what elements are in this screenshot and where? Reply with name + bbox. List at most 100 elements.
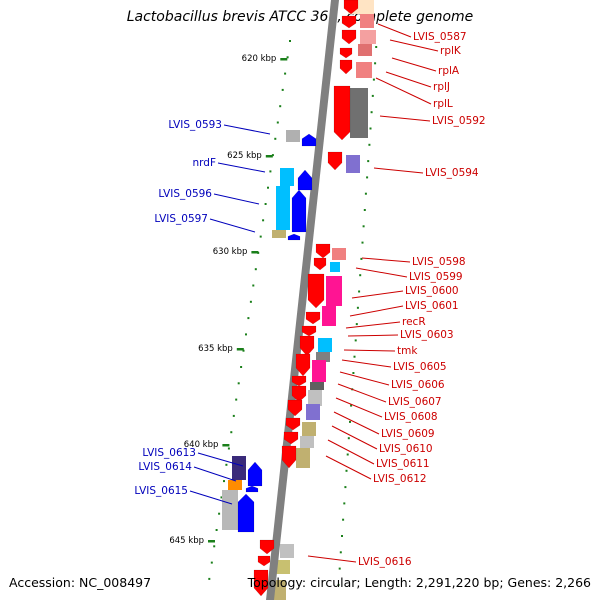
cog-box <box>308 390 322 406</box>
kbp-tick <box>280 58 288 61</box>
tick-dot <box>227 447 230 450</box>
tick-dot <box>254 268 257 271</box>
tick-dot <box>259 235 262 238</box>
cog-box <box>306 404 320 420</box>
label-leader-line <box>335 397 383 418</box>
tick-dot <box>208 577 211 580</box>
gene-arrow <box>327 151 343 171</box>
tick-dot <box>235 398 238 401</box>
label-leader-line <box>337 383 387 403</box>
cog-box <box>276 560 290 574</box>
label-leader-line <box>333 411 380 435</box>
tick-dot <box>274 137 277 140</box>
tick-dot <box>218 512 221 515</box>
gene-labels: LVIS_0593 nrdF LVIS_0596 LVIS_0597 LVIS_0613… <box>134 23 486 568</box>
label-leader-line <box>351 290 404 299</box>
gene-label-reverse: LVIS_0612 <box>373 473 427 485</box>
gene-arrow <box>307 273 325 309</box>
cog-box <box>232 456 246 480</box>
gene-arrow <box>313 257 327 271</box>
cog-boxes <box>222 0 376 600</box>
gene-arrow <box>237 493 255 533</box>
cog-box <box>326 276 342 306</box>
gene-label-forward: LVIS_0596 <box>158 188 212 200</box>
tick-dot <box>341 535 343 537</box>
tick-dot <box>342 518 345 521</box>
gene-arrow <box>259 539 275 555</box>
gene-arrow <box>305 311 321 325</box>
tick-dot <box>240 366 243 368</box>
label-leader-line <box>361 257 411 263</box>
tick-dot <box>281 88 284 91</box>
tick-dots <box>208 40 378 586</box>
gene-label-reverse: LVIS_0600 <box>405 285 459 297</box>
gene-label-reverse: LVIS_0598 <box>412 256 466 268</box>
tick-dot <box>364 192 367 195</box>
kbp-tick <box>251 251 259 254</box>
cog-box <box>332 248 346 260</box>
cog-box <box>280 544 294 558</box>
cog-box <box>272 230 286 238</box>
gene-label-reverse: LVIS_0592 <box>432 115 486 127</box>
label-leader-line <box>343 349 396 352</box>
gene-label-forward: LVIS_0614 <box>138 461 192 473</box>
tick-dot <box>372 78 375 81</box>
tick-dot <box>356 306 359 309</box>
cog-box <box>222 490 238 530</box>
gene-arrow <box>287 233 301 241</box>
tick-dot <box>370 111 373 114</box>
tick-dot <box>350 404 353 407</box>
kbp-label: 625 kbp <box>227 151 262 161</box>
tick-dot <box>247 317 250 320</box>
tick-dot <box>345 469 348 472</box>
tick-dot <box>369 127 372 130</box>
tick-dot <box>337 583 340 586</box>
tick-dot <box>352 372 355 374</box>
label-leader-line <box>349 305 404 317</box>
gene-arrow <box>291 189 307 233</box>
gene-arrow <box>291 385 307 403</box>
gene-label-reverse: rplK <box>440 45 462 57</box>
label-leader-line <box>377 23 412 38</box>
tick-dot <box>338 567 341 570</box>
gene-label-forward: LVIS_0597 <box>154 213 208 225</box>
gene-arrow <box>343 0 359 15</box>
tick-dot <box>346 453 349 456</box>
gene-label-reverse: LVIS_0594 <box>425 167 479 179</box>
tick-dot <box>225 463 228 466</box>
kbp-tick <box>265 155 273 158</box>
label-leader-line <box>385 71 432 88</box>
gene-arrow <box>247 461 263 487</box>
label-leader-line <box>223 124 271 135</box>
cog-box <box>316 352 330 362</box>
tick-dot <box>289 40 291 42</box>
gene-label-reverse: LVIS_0605 <box>393 361 447 373</box>
tick-dot <box>252 284 255 287</box>
gene-arrow <box>295 353 311 377</box>
cog-box <box>300 436 314 448</box>
gene-label-reverse: recR <box>402 316 426 328</box>
tick-dot <box>269 170 272 173</box>
label-leader-line <box>389 39 439 52</box>
tick-dot <box>344 486 347 489</box>
kbp-tick <box>222 444 230 447</box>
gene-label-reverse: LVIS_0601 <box>405 300 459 312</box>
gene-label-reverse: rplA <box>438 65 460 77</box>
tick-dot <box>363 209 366 211</box>
tick-dot <box>232 414 235 417</box>
gene-arrow <box>339 47 353 59</box>
gene-label-reverse: LVIS_0608 <box>384 411 438 423</box>
cog-box <box>360 14 374 28</box>
label-leader-line <box>325 455 372 480</box>
tick-dot <box>213 545 216 548</box>
label-leader-line <box>193 466 237 482</box>
gene-label-reverse: LVIS_0607 <box>388 396 442 408</box>
cog-box <box>310 382 324 390</box>
gene-label-reverse: LVIS_0599 <box>409 271 463 283</box>
tick-dot <box>354 339 357 342</box>
tick-dot <box>349 420 351 423</box>
gene-arrow <box>341 29 357 45</box>
gene-arrows <box>237 0 359 597</box>
label-leader-line <box>375 77 432 105</box>
label-leader-line <box>217 162 266 173</box>
